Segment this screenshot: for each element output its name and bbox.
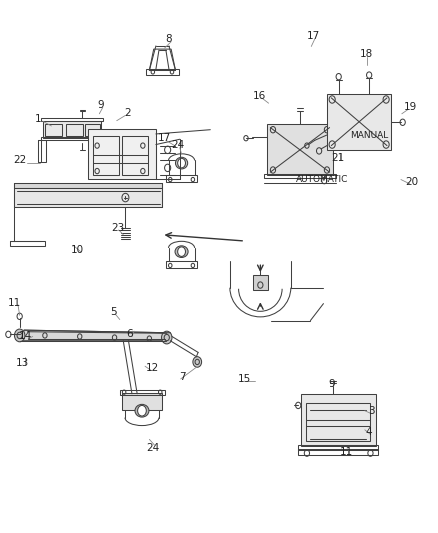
Polygon shape bbox=[327, 94, 391, 150]
Text: AUTOMATIC: AUTOMATIC bbox=[297, 175, 349, 184]
Bar bbox=[42, 140, 46, 161]
Text: 14: 14 bbox=[19, 332, 32, 342]
Bar bbox=[120, 390, 165, 395]
Text: 16: 16 bbox=[252, 91, 266, 101]
Text: 1: 1 bbox=[35, 114, 42, 124]
Circle shape bbox=[178, 247, 185, 256]
Circle shape bbox=[162, 331, 172, 344]
Bar bbox=[42, 136, 103, 140]
Text: 19: 19 bbox=[404, 102, 417, 112]
Circle shape bbox=[138, 406, 146, 416]
Text: 5: 5 bbox=[110, 306, 117, 317]
Bar bbox=[301, 394, 376, 446]
Text: 22: 22 bbox=[13, 156, 26, 165]
Bar bbox=[253, 275, 268, 290]
Text: 17: 17 bbox=[158, 133, 171, 143]
Bar bbox=[264, 174, 336, 179]
Bar bbox=[10, 241, 45, 246]
Bar bbox=[306, 403, 371, 441]
Polygon shape bbox=[267, 124, 333, 175]
Ellipse shape bbox=[176, 157, 187, 169]
Ellipse shape bbox=[135, 405, 149, 417]
Bar bbox=[43, 121, 102, 138]
Polygon shape bbox=[14, 188, 162, 207]
Polygon shape bbox=[20, 330, 170, 341]
Text: 8: 8 bbox=[166, 34, 172, 44]
Bar bbox=[122, 393, 162, 410]
Text: 4: 4 bbox=[365, 427, 372, 437]
Bar bbox=[42, 118, 103, 121]
Text: 23: 23 bbox=[111, 223, 125, 233]
Bar bbox=[298, 445, 378, 450]
Text: 6: 6 bbox=[127, 329, 133, 340]
Circle shape bbox=[193, 357, 201, 367]
Text: MANUAL: MANUAL bbox=[350, 131, 388, 140]
Circle shape bbox=[178, 158, 185, 168]
Bar bbox=[166, 261, 197, 268]
Text: 7: 7 bbox=[179, 372, 185, 382]
Text: 11: 11 bbox=[339, 447, 353, 457]
Bar bbox=[45, 124, 62, 136]
Bar bbox=[66, 124, 83, 136]
Bar bbox=[298, 449, 378, 455]
Text: 9: 9 bbox=[328, 379, 335, 389]
Text: 15: 15 bbox=[238, 374, 251, 384]
Circle shape bbox=[14, 329, 25, 342]
Text: 3: 3 bbox=[368, 406, 374, 416]
Bar bbox=[85, 124, 100, 136]
Bar bbox=[146, 69, 179, 75]
Text: 13: 13 bbox=[16, 358, 29, 368]
Polygon shape bbox=[14, 183, 162, 188]
Bar bbox=[122, 135, 148, 175]
Text: 18: 18 bbox=[360, 50, 373, 59]
Text: 20: 20 bbox=[406, 176, 419, 187]
Text: 24: 24 bbox=[146, 443, 159, 453]
Text: 9: 9 bbox=[97, 100, 104, 110]
Text: 21: 21 bbox=[332, 153, 345, 163]
Text: 12: 12 bbox=[146, 364, 159, 373]
Text: 10: 10 bbox=[71, 245, 84, 255]
Bar bbox=[88, 128, 156, 179]
Text: 11: 11 bbox=[8, 297, 21, 308]
Text: 17: 17 bbox=[307, 31, 320, 41]
Text: 2: 2 bbox=[124, 108, 131, 118]
Ellipse shape bbox=[175, 246, 188, 257]
Bar bbox=[166, 175, 197, 182]
Bar bbox=[93, 135, 119, 175]
Text: 24: 24 bbox=[171, 140, 185, 150]
